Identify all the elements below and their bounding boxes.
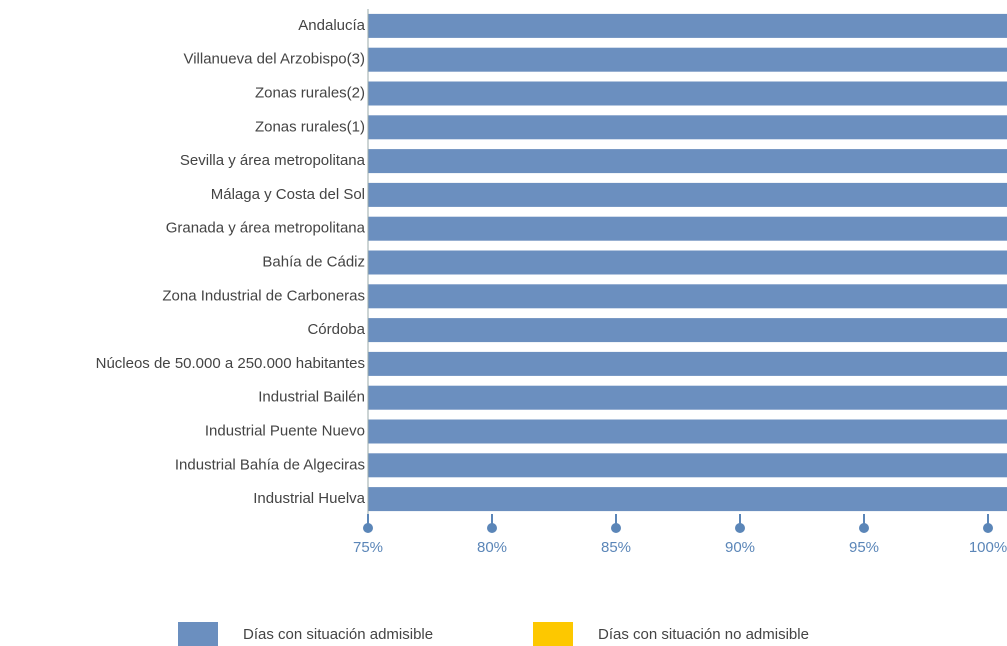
bar-segment: [368, 419, 1007, 444]
tick-dot: [735, 523, 745, 533]
legend-label: Días con situación no admisible: [598, 626, 809, 643]
y-tick-label: Villanueva del Arzobispo(3): [183, 51, 365, 68]
bar-segment: [368, 47, 1007, 72]
tick-dot: [983, 523, 993, 533]
y-tick-label: Córdoba: [307, 321, 365, 338]
y-tick-label: Industrial Bailén: [258, 389, 365, 406]
bar-segment: [368, 487, 1007, 512]
y-tick-label: Zonas rurales(1): [255, 118, 365, 135]
y-tick-label: Zona Industrial de Carboneras: [162, 287, 365, 304]
bar-segment: [368, 284, 1007, 309]
y-tick-label: Industrial Huelva: [253, 490, 365, 507]
bar-segment: [368, 318, 1007, 343]
bar-segment: [368, 149, 1007, 174]
bar-segment: [368, 453, 1007, 478]
y-tick-label: Industrial Puente Nuevo: [205, 422, 365, 439]
y-tick-label: Bahía de Cádiz: [262, 253, 365, 270]
y-tick-label: Industrial Bahía de Algeciras: [175, 456, 365, 473]
x-tick-label: 85%: [601, 539, 631, 556]
bar-segment: [368, 115, 1007, 140]
bar-segment: [368, 216, 1007, 241]
bar-segment: [368, 182, 1007, 207]
y-tick-label: Andalucía: [298, 17, 365, 34]
x-tick-label: 95%: [849, 539, 879, 556]
bar-segment: [368, 351, 1007, 376]
y-tick-label: Núcleos de 50.000 a 250.000 habitantes: [96, 355, 365, 372]
legend-label: Días con situación admisible: [243, 626, 433, 643]
tick-dot: [859, 523, 869, 533]
y-tick-label: Sevilla y área metropolitana: [180, 152, 366, 169]
y-tick-label: Granada y área metropolitana: [166, 220, 366, 237]
y-tick-label: Málaga y Costa del Sol: [211, 186, 365, 203]
tick-dot: [611, 523, 621, 533]
bar-segment: [368, 385, 1007, 410]
bar-segment: [368, 81, 1007, 106]
bar-segment: [368, 250, 1007, 275]
legend-swatch: [178, 622, 218, 646]
x-tick-label: 80%: [477, 539, 507, 556]
bar-segment: [368, 13, 1007, 38]
tick-dot: [487, 523, 497, 533]
y-tick-label: Zonas rurales(2): [255, 84, 365, 101]
legend-swatch: [533, 622, 573, 646]
x-tick-label: 90%: [725, 539, 755, 556]
x-tick-label: 100%: [969, 539, 1007, 556]
x-tick-label: 75%: [353, 539, 383, 556]
tick-dot: [363, 523, 373, 533]
